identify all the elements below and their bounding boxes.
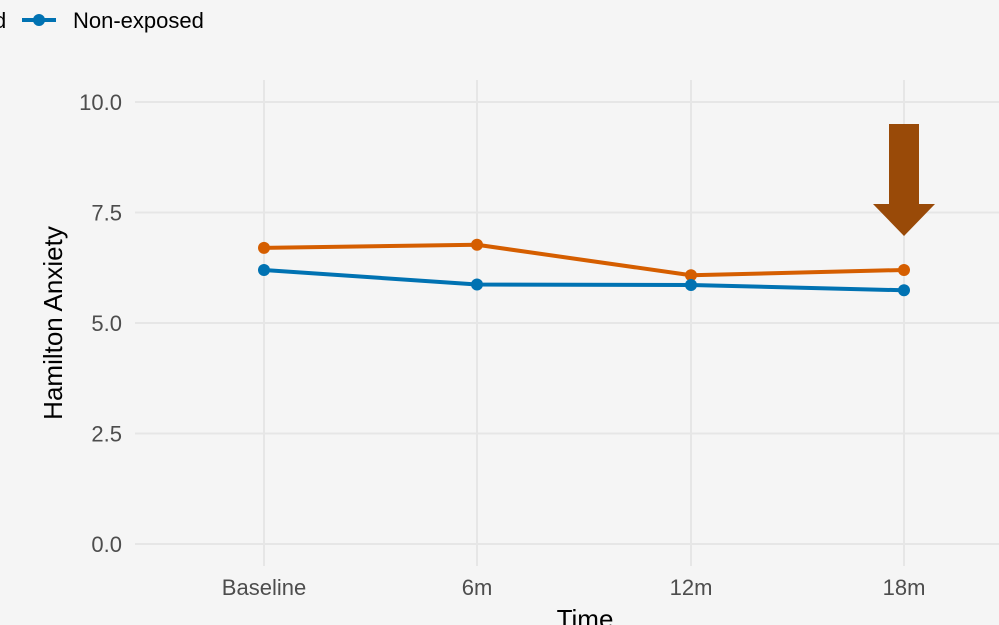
y-tick-label: 0.0	[91, 532, 122, 557]
grid-lines	[135, 80, 999, 566]
y-axis-title: Hamilton Anxiety	[38, 226, 68, 420]
axis-labels: 0.0 2.5 5.0 7.5 10.0 Baseline 6m 12m 18m	[79, 90, 925, 600]
annotation-layer	[873, 124, 935, 236]
data-point-non-exposed	[471, 278, 483, 291]
data-point-exposed	[685, 269, 697, 282]
x-axis-title: Time	[557, 604, 614, 625]
data-point-exposed	[898, 263, 910, 276]
legend-label-non-exposed: Non-exposed	[73, 8, 204, 33]
legend-marker-non-exposed	[33, 14, 45, 26]
data-point-exposed	[471, 238, 483, 251]
legend: d Non-exposed	[0, 8, 204, 33]
y-tick-label: 2.5	[91, 422, 122, 447]
x-tick-label: Baseline	[222, 575, 306, 600]
y-tick-label: 10.0	[79, 90, 122, 115]
data-point-non-exposed	[258, 263, 270, 276]
x-tick-label: 12m	[670, 575, 713, 600]
x-tick-label: 18m	[883, 575, 926, 600]
series-layer	[258, 238, 910, 297]
series-line-non-exposed	[262, 267, 906, 293]
y-tick-label: 7.5	[91, 201, 122, 226]
data-point-non-exposed	[685, 278, 697, 291]
data-point-non-exposed	[898, 284, 910, 297]
legend-label-exposed: d	[0, 8, 6, 33]
down-arrow-icon	[873, 124, 935, 236]
data-point-exposed	[258, 241, 270, 254]
series-line-exposed	[262, 242, 906, 278]
x-tick-label: 6m	[462, 575, 493, 600]
y-tick-label: 5.0	[91, 311, 122, 336]
